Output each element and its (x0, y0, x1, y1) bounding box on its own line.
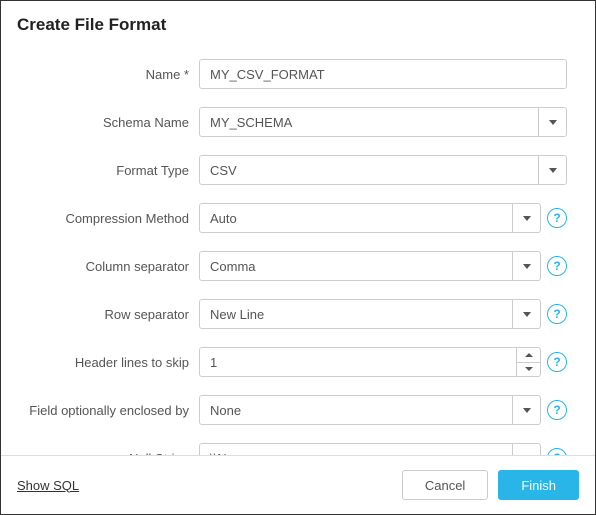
row-sep-value: New Line (210, 307, 264, 322)
schema-value: MY_SCHEMA (210, 115, 292, 130)
compression-value: Auto (210, 211, 237, 226)
help-icon[interactable]: ? (547, 400, 567, 420)
row-col-sep: Column separator Comma ? (9, 251, 567, 281)
row-header-skip: Header lines to skip 1 ? (9, 347, 567, 377)
row-null-string: Null String \\N ? (9, 443, 567, 455)
col-sep-value: Comma (210, 259, 256, 274)
format-type-select[interactable]: CSV (199, 155, 567, 185)
name-input[interactable] (199, 59, 567, 89)
enclosed-by-value: None (210, 403, 241, 418)
row-format-type: Format Type CSV (9, 155, 567, 185)
chevron-down-icon (512, 444, 540, 455)
chevron-down-icon (512, 396, 540, 424)
stepper-up-button[interactable] (517, 348, 540, 363)
row-schema: Schema Name MY_SCHEMA (9, 107, 567, 137)
col-sep-label: Column separator (9, 259, 199, 274)
help-icon[interactable]: ? (547, 304, 567, 324)
chevron-down-icon (538, 156, 566, 184)
format-type-value: CSV (210, 163, 237, 178)
row-row-sep: Row separator New Line ? (9, 299, 567, 329)
row-sep-label: Row separator (9, 307, 199, 322)
schema-select[interactable]: MY_SCHEMA (199, 107, 567, 137)
chevron-down-icon (525, 367, 533, 371)
finish-button[interactable]: Finish (498, 470, 579, 500)
row-sep-select[interactable]: New Line (199, 299, 541, 329)
name-label: Name * (9, 67, 199, 82)
compression-select[interactable]: Auto (199, 203, 541, 233)
header-skip-label: Header lines to skip (9, 355, 199, 370)
header-skip-value: 1 (200, 348, 516, 376)
null-string-value: \\N (210, 451, 227, 456)
show-sql-link[interactable]: Show SQL (17, 478, 79, 493)
enclosed-by-select[interactable]: None (199, 395, 541, 425)
create-file-format-dialog: Create File Format Name * Schema Name MY… (0, 0, 596, 515)
help-icon[interactable]: ? (547, 256, 567, 276)
null-string-select[interactable]: \\N (199, 443, 541, 455)
chevron-up-icon (525, 353, 533, 357)
enclosed-by-label: Field optionally enclosed by (9, 403, 199, 418)
chevron-down-icon (512, 300, 540, 328)
chevron-down-icon (512, 252, 540, 280)
row-enclosed-by: Field optionally enclosed by None ? (9, 395, 567, 425)
stepper-down-button[interactable] (517, 363, 540, 377)
dialog-footer: Show SQL Cancel Finish (1, 455, 595, 514)
help-icon[interactable]: ? (547, 352, 567, 372)
row-compression: Compression Method Auto ? (9, 203, 567, 233)
form-scroll-area[interactable]: Name * Schema Name MY_SCHEMA Format Type… (1, 45, 595, 455)
header-skip-stepper[interactable]: 1 (199, 347, 541, 377)
help-icon[interactable]: ? (547, 208, 567, 228)
schema-label: Schema Name (9, 115, 199, 130)
compression-label: Compression Method (9, 211, 199, 226)
cancel-button[interactable]: Cancel (402, 470, 488, 500)
dialog-title: Create File Format (1, 1, 595, 45)
row-name: Name * (9, 59, 567, 89)
col-sep-select[interactable]: Comma (199, 251, 541, 281)
chevron-down-icon (512, 204, 540, 232)
chevron-down-icon (538, 108, 566, 136)
format-type-label: Format Type (9, 163, 199, 178)
help-icon[interactable]: ? (547, 448, 567, 455)
